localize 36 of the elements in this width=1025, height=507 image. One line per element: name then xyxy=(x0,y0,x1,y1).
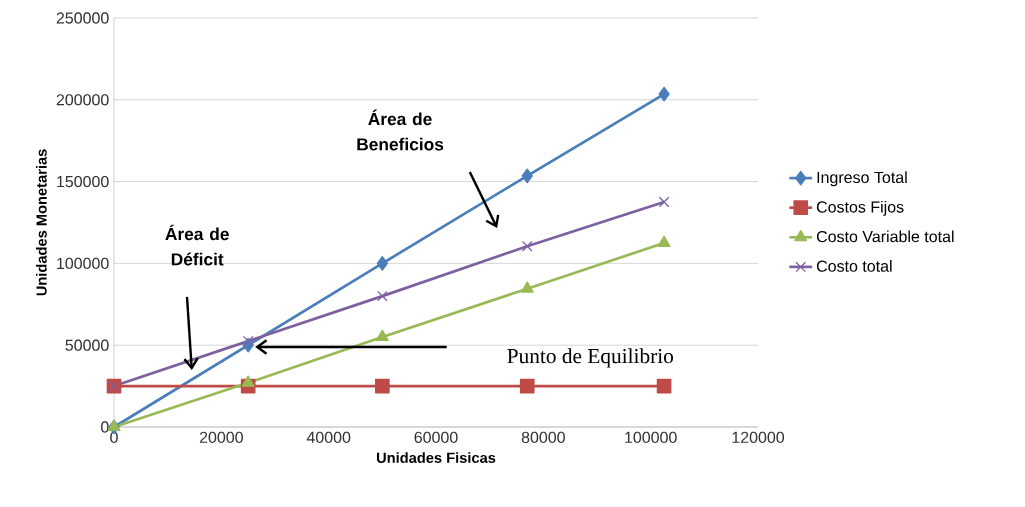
x-tick-label: 80000 xyxy=(521,431,565,444)
legend-label: Costos Fijos xyxy=(816,200,904,216)
point xyxy=(521,168,533,184)
x-tick-label: 120000 xyxy=(732,431,785,444)
point xyxy=(242,335,254,347)
y-tick-label: 250000 xyxy=(56,12,109,24)
annotation: Área de Beneficios xyxy=(357,109,444,151)
x-tick-label: 100000 xyxy=(625,431,677,444)
legend-label: Costo total xyxy=(816,260,892,272)
point xyxy=(657,235,671,247)
point xyxy=(656,378,672,394)
x-tick-label: 40000 xyxy=(306,431,351,444)
point xyxy=(241,375,255,387)
x-axis-title: Unidades Fisicas xyxy=(376,452,496,463)
y-tick-label: 150000 xyxy=(57,175,109,188)
point xyxy=(376,256,389,271)
y-tick-label: 100000 xyxy=(57,257,109,270)
point xyxy=(658,196,670,208)
annotation: Área de Déficit xyxy=(165,224,229,266)
point xyxy=(658,86,670,102)
x-tick-label: 60000 xyxy=(414,431,458,444)
point xyxy=(519,378,535,394)
y-tick-label: 200000 xyxy=(56,94,109,106)
y-axis-title: Unidades Monetarias xyxy=(35,149,47,296)
legend-label: Ingreso Total xyxy=(817,171,907,187)
point xyxy=(520,281,534,293)
x-tick-label: 20000 xyxy=(199,431,243,444)
point xyxy=(375,378,390,394)
x-tick-label: 0 xyxy=(110,431,118,444)
y-tick-label: 50000 xyxy=(65,339,109,351)
annotation: Punto de Equilibrio xyxy=(507,348,674,368)
legend-label: Costo Variable total xyxy=(816,230,954,243)
point xyxy=(376,290,388,302)
point xyxy=(375,329,389,342)
point xyxy=(521,240,533,252)
y-tick-label: 0 xyxy=(101,421,109,433)
